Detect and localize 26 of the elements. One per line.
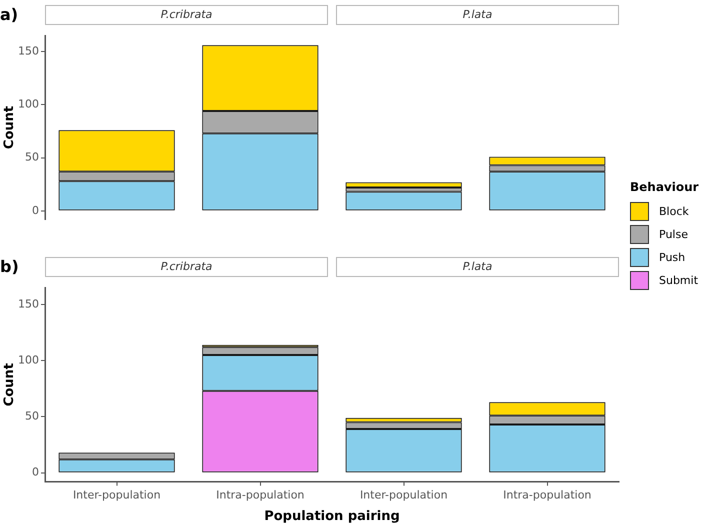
y-tick-label: 150	[18, 297, 39, 310]
x-tick-label: Inter-population	[72, 488, 161, 502]
text: P.cribrata	[45, 5, 328, 25]
legend-label: Push	[659, 251, 686, 264]
x-axis-title: Population pairing	[263, 509, 401, 524]
text: b)	[0, 257, 19, 276]
legend-title: Behaviour	[630, 180, 699, 194]
x-tick-label: Intra-population	[216, 488, 304, 502]
y-tick-label: 100	[18, 98, 39, 111]
text: P.lata	[336, 257, 619, 277]
text: a)	[0, 5, 18, 24]
x-tick-label: Inter-population	[360, 488, 448, 502]
text: P.lata	[336, 5, 619, 25]
legend-label: Block	[659, 205, 689, 218]
y-axis-title: Count	[2, 363, 18, 406]
x-tick-label: Intra-population	[503, 488, 592, 502]
y-tick-label: 100	[18, 353, 39, 366]
y-tick-label: 0	[32, 466, 39, 479]
text: P.cribrata	[45, 257, 328, 277]
y-axis-title: Count	[2, 106, 18, 150]
y-tick-label: 50	[25, 410, 39, 423]
y-tick-label: 50	[25, 150, 39, 164]
y-tick-label: 150	[18, 44, 39, 58]
y-tick-label: 0	[32, 204, 39, 217]
legend-label: Pulse	[659, 228, 688, 241]
legend-label: Submit	[659, 274, 698, 287]
